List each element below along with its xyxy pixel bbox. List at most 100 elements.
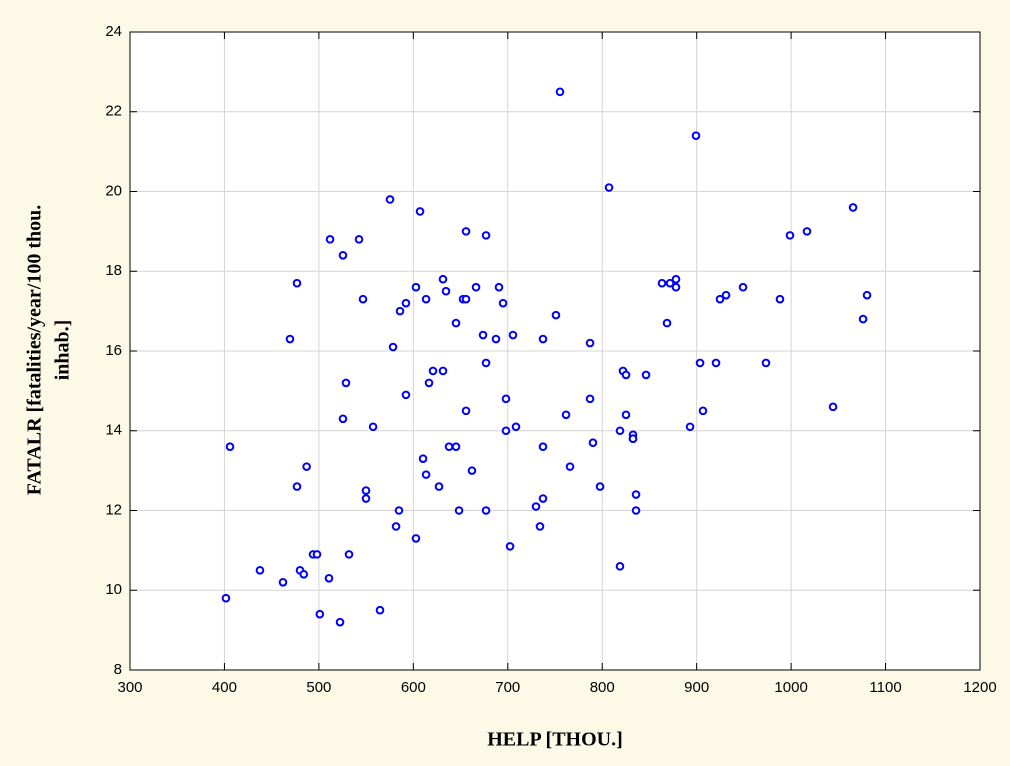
point (481, 358, 491, 368)
point (467, 466, 477, 475)
point (498, 298, 508, 308)
x-axis-title: HELP [THOU.] (487, 729, 623, 751)
point (775, 294, 785, 304)
point (691, 131, 701, 140)
point (391, 522, 401, 531)
point (711, 358, 721, 368)
point (848, 203, 858, 212)
point (312, 550, 322, 559)
point (395, 306, 405, 316)
point (538, 334, 548, 344)
point (292, 278, 302, 288)
point (538, 494, 548, 503)
point (361, 494, 371, 503)
point (738, 282, 748, 292)
point (615, 426, 625, 436)
point (428, 366, 438, 376)
point (628, 434, 638, 444)
point (555, 87, 565, 97)
point (401, 298, 411, 308)
x-tick-label: 500 (306, 679, 331, 696)
point (335, 617, 345, 627)
y-tick-label: 8 (114, 661, 122, 678)
point (588, 438, 598, 448)
x-tick-label: 1200 (963, 679, 996, 696)
point (657, 278, 667, 288)
point (438, 274, 448, 284)
point (325, 235, 335, 244)
point (802, 227, 812, 236)
x-tick-label: 1100 (869, 679, 901, 696)
x-tick-label: 1000 (774, 679, 807, 696)
y-tick-label: 14 (105, 422, 122, 439)
point (508, 330, 518, 340)
point (338, 251, 348, 260)
point (631, 506, 641, 515)
point (461, 294, 471, 304)
point (785, 231, 795, 240)
point (221, 593, 231, 603)
point (299, 570, 309, 579)
point (862, 290, 872, 300)
point (641, 370, 651, 380)
point (561, 410, 571, 420)
point (315, 609, 325, 619)
y-axis-title: inhab.] (52, 320, 74, 381)
point (685, 422, 695, 432)
point (292, 482, 302, 491)
point (394, 506, 404, 515)
point (481, 231, 491, 240)
point (501, 394, 511, 404)
y-tick-label: 16 (105, 342, 122, 359)
point (631, 490, 641, 499)
y-tick-label: 18 (105, 262, 122, 279)
point (434, 482, 444, 491)
point (565, 462, 575, 471)
point (461, 227, 471, 236)
point (421, 294, 431, 304)
point (481, 506, 491, 515)
point (358, 294, 368, 304)
y-tick-label: 22 (105, 103, 122, 120)
point (505, 542, 515, 551)
point (531, 502, 541, 511)
point (621, 410, 631, 420)
y-tick-label: 10 (105, 581, 122, 598)
point (535, 522, 545, 531)
point (424, 378, 434, 388)
y-tick-label: 12 (105, 501, 122, 518)
point (761, 358, 771, 368)
point (461, 406, 471, 416)
point (695, 358, 705, 368)
point (341, 378, 351, 388)
point (665, 278, 675, 288)
point (585, 338, 595, 348)
x-tick-label: 400 (212, 679, 237, 696)
point (478, 330, 488, 340)
point (451, 318, 461, 328)
point (338, 414, 348, 424)
point (621, 370, 631, 380)
point (662, 318, 672, 328)
x-tick-label: 600 (401, 679, 426, 696)
point (441, 286, 451, 296)
point (302, 462, 311, 471)
x-tick-label: 900 (684, 679, 709, 696)
point (595, 482, 605, 491)
y-axis-title-group: FATALR [fatalities/year/100 thou. inhab.… (24, 205, 74, 496)
point (385, 195, 395, 204)
point (551, 310, 561, 320)
point (388, 342, 398, 352)
point (401, 390, 411, 400)
point (418, 454, 428, 463)
point (225, 442, 235, 452)
point (491, 334, 501, 344)
x-tick-label: 300 (117, 679, 142, 696)
point (501, 426, 511, 436)
point (715, 294, 725, 304)
y-tick-label: 20 (105, 182, 122, 199)
point (671, 274, 681, 284)
point (671, 282, 681, 292)
point (344, 550, 354, 559)
